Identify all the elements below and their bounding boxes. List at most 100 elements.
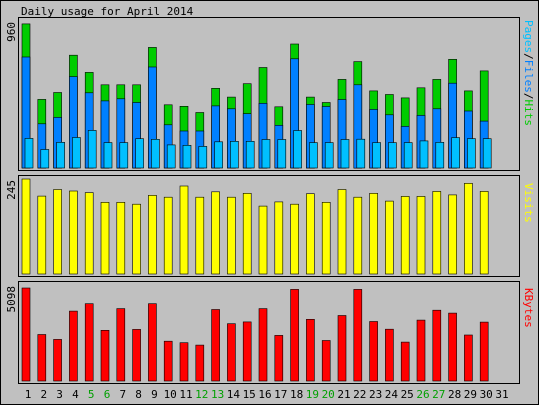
day-label: 7 — [119, 388, 126, 401]
kbytes-bar — [211, 309, 220, 382]
visits-bar — [432, 191, 442, 275]
pages-bar — [166, 144, 176, 169]
day-label: 11 — [179, 388, 192, 401]
visits-bar — [479, 191, 489, 275]
pages-bar — [151, 139, 160, 169]
kbytes-bar — [400, 341, 410, 382]
day-label: 13 — [211, 388, 224, 401]
kbytes-bar — [321, 340, 331, 382]
visits-bar — [448, 194, 457, 275]
visits-bar — [321, 202, 331, 275]
pages-bar — [261, 139, 271, 169]
pages-bar — [103, 142, 113, 169]
day-label: 8 — [135, 388, 142, 401]
day-label: 10 — [164, 388, 177, 401]
day-label: 28 — [448, 388, 461, 401]
visits-bar — [416, 196, 426, 275]
visits-bar — [464, 183, 473, 275]
visits-bars — [21, 178, 489, 275]
legend-kbytes: KBytes — [522, 288, 535, 328]
visits-bar — [163, 196, 173, 275]
visits-bar — [353, 196, 363, 275]
kbytes-bar — [290, 289, 299, 382]
pages-bar — [451, 137, 460, 169]
pages-bar — [277, 139, 287, 169]
kbytes-bar — [163, 340, 173, 382]
day-label: 29 — [464, 388, 477, 401]
hits-bars — [21, 23, 492, 169]
day-label: 25 — [401, 388, 414, 401]
pages-bar — [419, 140, 429, 169]
hits-y-max-label: 960 — [5, 22, 18, 42]
kbytes-bars — [21, 287, 489, 382]
kbytes-bar — [53, 339, 62, 382]
pages-bar — [324, 142, 334, 169]
day-label: 16 — [258, 388, 271, 401]
kbytes-bar — [416, 319, 426, 382]
day-label: 17 — [274, 388, 287, 401]
visits-panel: 245 — [5, 175, 520, 277]
pages-bar — [482, 138, 492, 169]
pages-bar — [309, 142, 318, 169]
visits-bar — [258, 205, 268, 275]
legend-pages: Pages — [522, 20, 535, 53]
kbytes-bar — [227, 323, 236, 382]
kbytes-bar — [100, 329, 110, 382]
kbytes-bar — [464, 334, 473, 382]
pages-bar — [230, 141, 239, 169]
day-labels: 1 2 3 4 5 6 7 8 9 10 11 12 13 14 15 16 17 18 19 20 21 22 23 24 2… — [25, 388, 509, 401]
visits-bar — [290, 203, 299, 275]
day-label: 6 — [104, 388, 111, 401]
visits-bar — [385, 200, 394, 275]
kbytes-bar — [258, 308, 268, 382]
kbytes-bar — [69, 310, 78, 382]
pages-bar — [56, 142, 65, 169]
day-label: 21 — [337, 388, 350, 401]
visits-bar — [132, 203, 141, 275]
hits-panel: 960 — [5, 17, 520, 171]
day-label: 20 — [322, 388, 335, 401]
pages-bar — [356, 138, 366, 169]
visits-bar — [195, 196, 205, 275]
pages-bar — [293, 130, 302, 169]
legend-visits: Visits — [522, 183, 535, 223]
visits-bar — [242, 193, 252, 275]
kbytes-bar — [148, 303, 157, 382]
day-label: 2 — [40, 388, 47, 401]
kbytes-bar — [132, 329, 141, 382]
pages-bar — [198, 146, 208, 169]
pages-bar — [388, 142, 397, 169]
kbytes-bar — [448, 312, 457, 382]
day-label: 15 — [243, 388, 256, 401]
day-label: 18 — [290, 388, 303, 401]
kbytes-panel-frame — [18, 281, 520, 384]
kbytes-bar — [179, 342, 189, 382]
visits-bar — [100, 202, 110, 275]
day-label: 4 — [72, 388, 79, 401]
kbytes-bar — [21, 287, 31, 382]
kbytes-bar — [195, 344, 205, 382]
visits-bar — [69, 190, 78, 275]
chart-title: Daily usage for April 2014 — [21, 5, 194, 18]
pages-bar — [119, 142, 129, 169]
visits-bar — [53, 189, 62, 275]
visits-bar — [306, 193, 315, 275]
kbytes-y-max-label: 5098 — [5, 286, 18, 313]
pages-bar — [340, 139, 350, 169]
visits-bar — [369, 193, 378, 275]
day-label: 12 — [195, 388, 208, 401]
day-label: 5 — [88, 388, 95, 401]
kbytes-bar — [274, 335, 284, 382]
visits-bar — [84, 192, 94, 275]
visits-bar — [211, 191, 220, 275]
kbytes-bar — [84, 303, 94, 382]
day-label: 22 — [353, 388, 366, 401]
visits-y-max-label: 245 — [5, 180, 18, 200]
day-label: 30 — [480, 388, 493, 401]
pages-bar — [435, 142, 445, 169]
pages-bar — [403, 142, 413, 169]
kbytes-bar — [385, 328, 394, 382]
day-label: 14 — [227, 388, 241, 401]
